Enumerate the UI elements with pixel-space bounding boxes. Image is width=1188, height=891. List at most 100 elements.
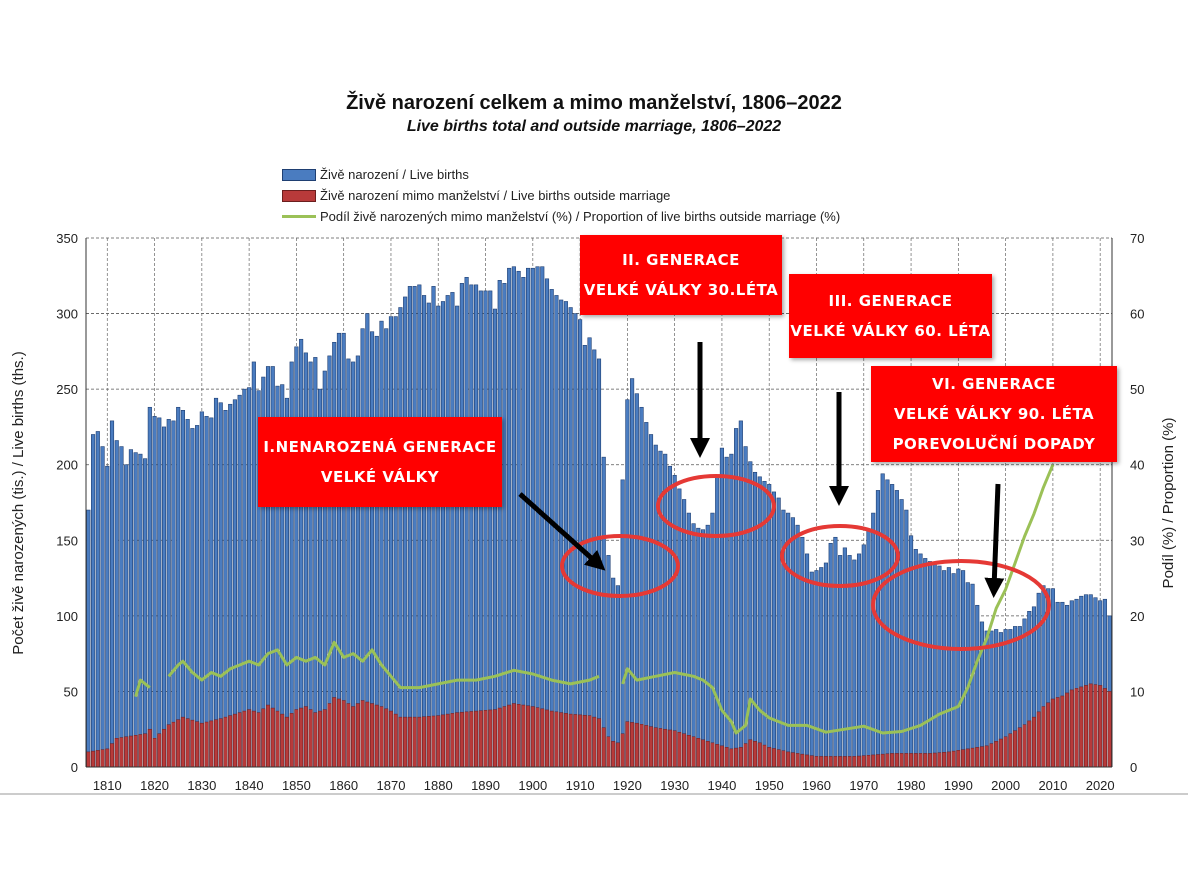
bar-outside-marriage — [232, 713, 237, 768]
y-axis-title: Počet živě narozených (tis.) / Live birt… — [10, 351, 27, 654]
legend-item-live-births: Živě narození / Live births — [282, 164, 840, 185]
bar-outside-marriage — [880, 753, 885, 768]
bar-live-births — [213, 397, 219, 768]
bar-outside-marriage — [412, 716, 417, 768]
bar-live-births — [369, 331, 375, 768]
bar-outside-marriage — [91, 750, 96, 768]
bar-live-births — [890, 484, 895, 768]
annotation-box-generation-1: I.NENAROZENÁ GENERACE VELKÉ VÁLKY — [258, 417, 502, 507]
bar-outside-marriage — [237, 712, 242, 768]
bar-live-births — [942, 570, 947, 768]
chart-title: Živě narození celkem a mimo manželství, … — [346, 92, 842, 114]
bar-outside-marriage — [658, 728, 663, 768]
legend-swatch-outside-marriage — [282, 189, 316, 202]
bar-live-births — [549, 289, 554, 768]
bar-live-births — [804, 553, 810, 768]
highlight-circle — [780, 524, 900, 588]
bar-outside-marriage — [757, 742, 762, 768]
bar-live-births — [611, 577, 616, 768]
bar-live-births — [398, 307, 403, 768]
legend-swatch-live-births — [282, 168, 316, 181]
bar-outside-marriage — [842, 756, 847, 768]
bar-live-births — [294, 346, 299, 768]
bar-outside-marriage — [1041, 706, 1046, 768]
bar-outside-marriage — [753, 741, 758, 768]
x-tick-label: 1810 — [93, 778, 122, 793]
bar-live-births — [705, 524, 710, 768]
bar-live-births — [403, 296, 408, 768]
bar-outside-marriage — [559, 712, 564, 768]
x-tick-label: 2020 — [1086, 778, 1115, 793]
bar-outside-marriage — [979, 746, 984, 768]
bar-outside-marriage — [998, 738, 1003, 768]
bar-live-births — [497, 280, 502, 768]
bar-live-births — [667, 465, 672, 768]
annotation-text-line: VELKÉ VÁLKY 60. LÉTA — [790, 322, 991, 340]
x-tick-label: 1830 — [187, 778, 216, 793]
x-tick-label: 1900 — [518, 778, 547, 793]
bar-outside-marriage — [100, 749, 105, 768]
x-tick-label: 1870 — [377, 778, 406, 793]
bar-outside-marriage — [701, 739, 706, 768]
bar-live-births — [724, 456, 729, 768]
bar-outside-marriage — [894, 753, 899, 768]
bar-outside-marriage — [516, 704, 521, 768]
bar-live-births — [251, 361, 256, 768]
chart-legend: Živě narození / Live births Živě narozen… — [282, 164, 840, 227]
bar-live-births — [828, 543, 833, 768]
bar-outside-marriage — [526, 705, 531, 768]
bar-live-births — [474, 284, 479, 768]
bar-outside-marriage — [455, 712, 460, 768]
bar-outside-marriage — [554, 711, 559, 768]
bar-live-births — [686, 512, 691, 768]
bar-outside-marriage — [682, 733, 687, 768]
bar-outside-marriage — [1102, 688, 1107, 768]
bar-outside-marriage — [370, 703, 375, 768]
bar-live-births — [138, 453, 143, 768]
bar-live-births — [171, 420, 176, 768]
bar-outside-marriage — [639, 724, 644, 768]
bar-outside-marriage — [341, 700, 346, 768]
bar-live-births — [492, 308, 498, 768]
bar-live-births — [663, 453, 668, 768]
y-tick-label: 350 — [56, 231, 78, 246]
bar-outside-marriage — [861, 755, 866, 768]
bar-outside-marriage — [587, 715, 592, 768]
bar-outside-marriage — [436, 715, 441, 768]
bar-outside-marriage — [530, 706, 535, 768]
bar-outside-marriage — [918, 753, 923, 768]
bar-outside-marriage — [332, 697, 337, 768]
legend-label-proportion: Podíl živě narozených mimo manželství (%… — [320, 209, 841, 224]
bar-outside-marriage — [611, 741, 616, 768]
bar-outside-marriage — [961, 749, 966, 768]
bar-outside-marriage — [407, 716, 412, 768]
highlight-circle — [560, 534, 680, 598]
y-tick-label: 100 — [56, 609, 78, 624]
bar-outside-marriage — [185, 718, 190, 768]
y2-axis-title: Podíl (%) / Proportion (%) — [1160, 418, 1177, 589]
bar-outside-marriage — [256, 712, 261, 768]
annotation-box-generation-2: II. GENERACE VELKÉ VÁLKY 30.LÉTA — [580, 235, 782, 315]
x-tick-label: 1850 — [282, 778, 311, 793]
bar-live-births — [715, 474, 720, 768]
bar-outside-marriage — [502, 706, 507, 768]
legend-swatch-proportion — [282, 215, 316, 218]
bar-live-births — [488, 290, 493, 768]
bar-live-births — [91, 434, 96, 768]
bar-outside-marriage — [166, 724, 171, 768]
bar-outside-marriage — [568, 713, 573, 768]
bar-outside-marriage — [946, 751, 951, 768]
bar-live-births — [365, 313, 370, 768]
bar-live-births — [478, 290, 483, 768]
bar-outside-marriage — [582, 714, 587, 768]
bar-outside-marriage — [592, 716, 597, 768]
annotation-text-line: VELKÉ VÁLKY — [320, 468, 440, 486]
x-tick-label: 1920 — [613, 778, 642, 793]
bar-live-births — [648, 434, 654, 768]
bar-outside-marriage — [474, 710, 479, 768]
bar-live-births — [209, 417, 214, 768]
bar-outside-marriage — [214, 719, 219, 768]
bar-live-births — [421, 295, 427, 768]
bar-outside-marriage — [615, 742, 620, 768]
bar-outside-marriage — [157, 733, 162, 768]
